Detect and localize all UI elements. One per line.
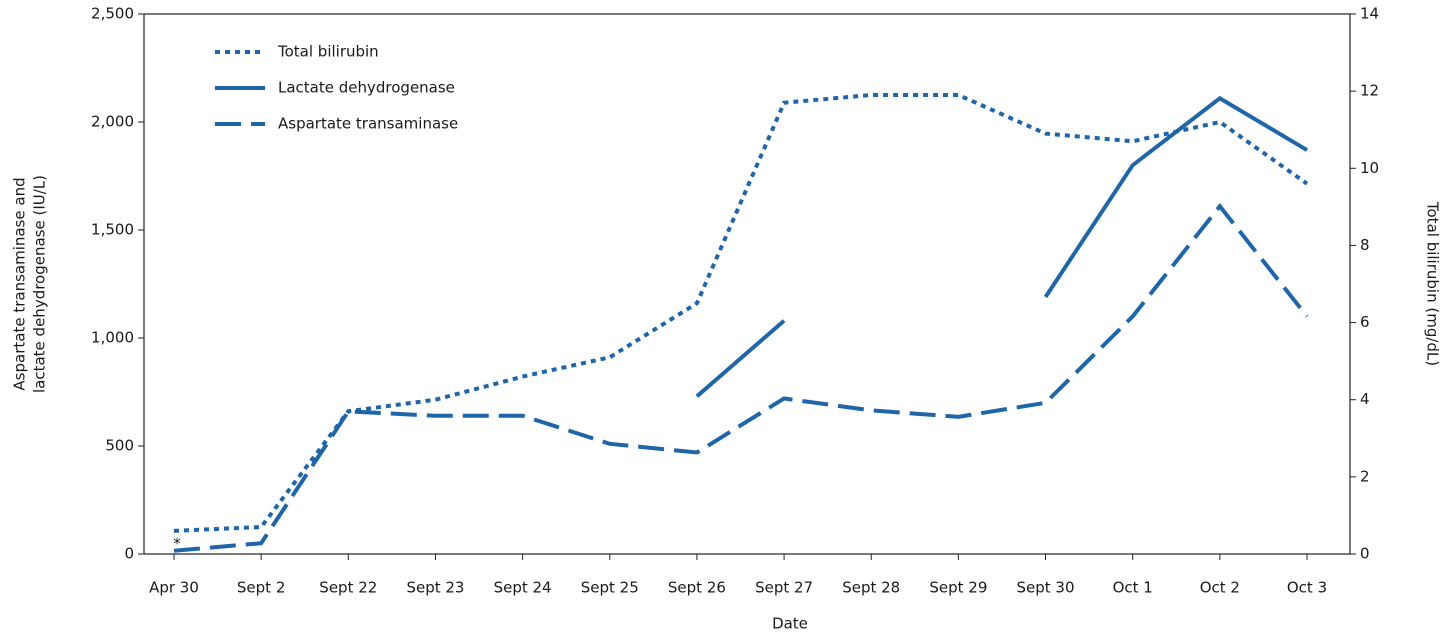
x-tick-label: Oct 2 — [1200, 579, 1240, 597]
x-tick-label: Sept 2 — [237, 579, 285, 597]
x-tick-label: Apr 30 — [149, 579, 199, 597]
series-line — [173, 93, 1309, 533]
series-line — [695, 95, 1309, 398]
x-tick-label: Sept 28 — [842, 579, 900, 597]
y2-tick-label: 14 — [1360, 5, 1379, 23]
annotation: * — [173, 535, 181, 553]
x-tick-label: Sept 26 — [668, 579, 726, 597]
y2-tick-label: 6 — [1360, 313, 1370, 331]
x-tick-label: Oct 1 — [1113, 579, 1153, 597]
y-tick-label: 1,500 — [91, 221, 134, 239]
legend-label: Aspartate transaminase — [278, 115, 458, 133]
y2-tick-label: 2 — [1360, 467, 1370, 485]
x-tick-label: Sept 27 — [755, 579, 813, 597]
y2-axis-title: Total bilirubin (mg/dL) — [1424, 201, 1442, 366]
x-tick-label: Sept 24 — [494, 579, 552, 597]
y-axis-title: lactate dehydrogenase (IU/L) — [31, 175, 49, 393]
x-tick-label: Sept 25 — [581, 579, 639, 597]
y-axis-title: Aspartate transaminase and — [11, 177, 29, 390]
y2-tick-label: 10 — [1360, 159, 1379, 177]
y-tick-label: 2,500 — [91, 5, 134, 23]
y2-tick-label: 12 — [1360, 82, 1379, 100]
x-tick-label: Oct 3 — [1287, 579, 1327, 597]
y-tick-label: 1,000 — [91, 329, 134, 347]
y2-tick-label: 4 — [1360, 390, 1370, 408]
x-tick-label: Sept 30 — [1017, 579, 1075, 597]
y2-tick-label: 0 — [1360, 545, 1370, 563]
y2-tick-label: 8 — [1360, 236, 1370, 254]
legend-label: Lactate dehydrogenase — [278, 79, 455, 97]
x-tick-label: Sept 29 — [929, 579, 987, 597]
y-tick-label: 2,000 — [91, 113, 134, 131]
x-axis-title: Date — [772, 615, 808, 633]
y-tick-label: 0 — [124, 545, 134, 563]
y-tick-label: 500 — [105, 437, 134, 455]
series-line — [173, 203, 1309, 553]
x-tick-label: Sept 23 — [406, 579, 464, 597]
plot-frame — [143, 13, 1351, 555]
legend-label: Total bilirubin — [277, 43, 379, 61]
x-tick-label: Sept 22 — [319, 579, 377, 597]
